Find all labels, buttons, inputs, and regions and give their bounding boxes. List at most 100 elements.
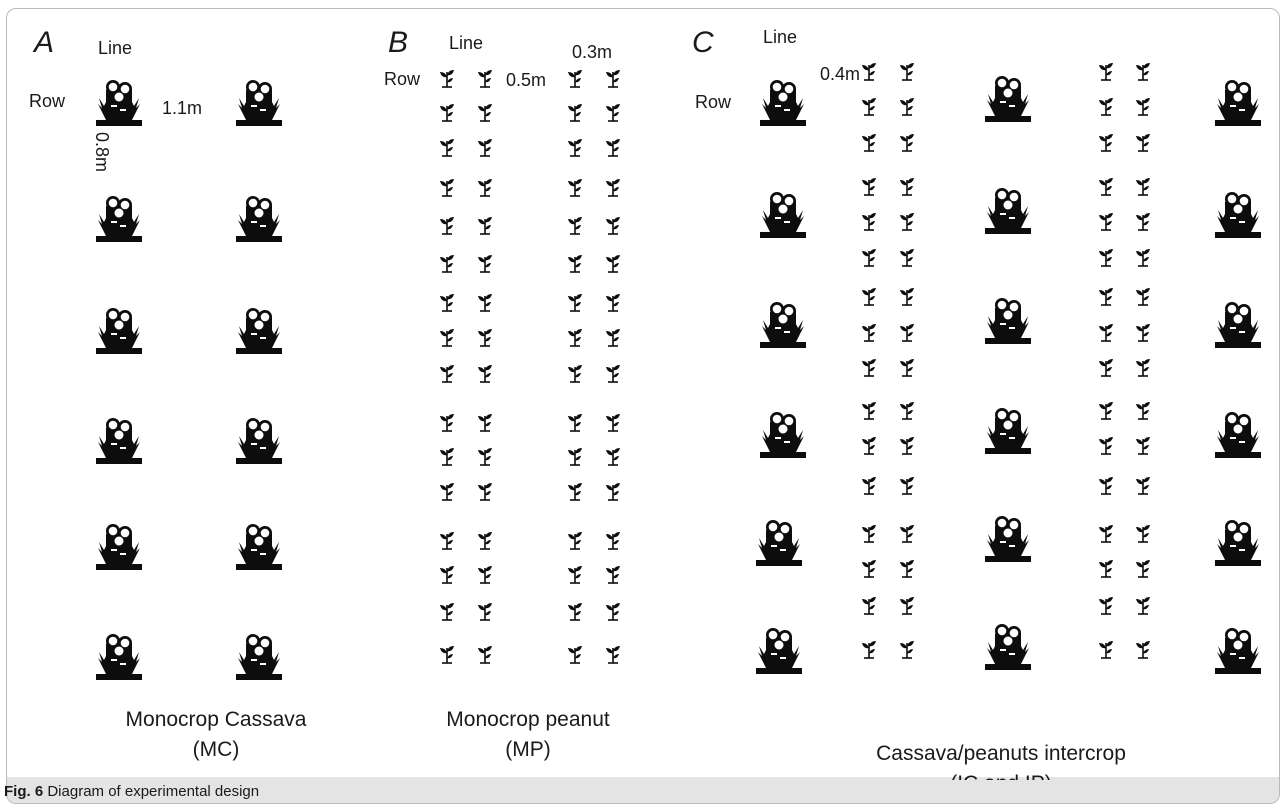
- peanut-seedling-icon: [861, 97, 877, 116]
- peanut-seedling-icon: [861, 476, 877, 495]
- row-label-b: Row: [384, 69, 421, 89]
- peanut-seedling-icon: [477, 447, 493, 466]
- peanut-seedling-icon: [439, 645, 455, 664]
- cassava-plant-icon: [96, 634, 142, 680]
- peanut-seedling-icon: [439, 565, 455, 584]
- peanut-seedling-icon: [567, 565, 583, 584]
- cassava-plant-icon: [96, 308, 142, 354]
- cassava-plant-icon: [985, 76, 1031, 122]
- peanut-seedling-icon: [899, 401, 915, 420]
- cassava-plant-icon: [236, 80, 282, 126]
- peanut-seedling-icon: [439, 138, 455, 157]
- peanut-seedling-icon: [1098, 436, 1114, 455]
- panel-title-b: Monocrop peanut: [446, 708, 610, 731]
- peanut-seedling-icon: [439, 364, 455, 383]
- peanut-seedling-icon: [439, 328, 455, 347]
- peanut-seedling-icon: [439, 178, 455, 197]
- peanut-seedling-icon: [1135, 401, 1151, 420]
- line-label-a: Line: [98, 38, 132, 58]
- panel-letter-a: A: [32, 26, 54, 59]
- peanut-seedling-icon: [1135, 177, 1151, 196]
- peanut-seedling-icon: [477, 328, 493, 347]
- peanut-seedling-icon: [439, 254, 455, 273]
- panel-abbrev-b: (MP): [505, 738, 551, 761]
- peanut-seedling-icon: [861, 596, 877, 615]
- peanut-seedling-icon: [439, 482, 455, 501]
- panel-abbrev-c: (IC and IP): [950, 772, 1052, 780]
- peanut-seedling-icon: [861, 640, 877, 659]
- cassava-plant-icon: [1215, 80, 1261, 126]
- peanut-seedling-icon: [1135, 248, 1151, 267]
- peanut-seedling-icon: [899, 596, 915, 615]
- cassava-plant-icon: [760, 302, 806, 348]
- peanut-seedling-icon: [477, 103, 493, 122]
- peanut-seedling-icon: [1098, 177, 1114, 196]
- peanut-seedling-icon: [899, 358, 915, 377]
- peanut-seedling-icon: [605, 447, 621, 466]
- peanut-seedling-icon: [1098, 596, 1114, 615]
- peanut-seedling-icon: [567, 293, 583, 312]
- peanut-seedling-icon: [477, 216, 493, 235]
- peanut-seedling-icon: [567, 364, 583, 383]
- spacing-label-c: 0.4m: [820, 64, 860, 84]
- peanut-seedling-icon: [1098, 476, 1114, 495]
- panel-letter-b: B: [388, 26, 408, 59]
- peanut-seedling-icon: [605, 138, 621, 157]
- peanut-seedling-icon: [567, 254, 583, 273]
- peanut-seedling-icon: [1135, 133, 1151, 152]
- peanut-seedling-icon: [1135, 559, 1151, 578]
- figure-frame: [6, 8, 1280, 804]
- peanut-seedling-icon: [567, 602, 583, 621]
- peanut-seedling-icon: [899, 248, 915, 267]
- peanut-seedling-icon: [567, 138, 583, 157]
- peanut-seedling-icon: [899, 97, 915, 116]
- cassava-plant-icon: [760, 412, 806, 458]
- spacing-label-a-row: 0.8m: [92, 132, 112, 172]
- peanut-seedling-icon: [477, 69, 493, 88]
- peanut-seedling-icon: [899, 323, 915, 342]
- peanut-seedling-icon: [605, 178, 621, 197]
- cassava-plant-icon: [985, 298, 1031, 344]
- experimental-design-diagram: A Line Row 1.1m 0.8m Monocrop Cassava (M…: [29, 26, 1261, 780]
- peanut-seedling-icon: [567, 645, 583, 664]
- peanut-seedling-icon: [477, 364, 493, 383]
- peanut-seedling-icon: [605, 69, 621, 88]
- peanut-seedling-icon: [899, 287, 915, 306]
- peanut-seedling-icon: [605, 602, 621, 621]
- intercrop-grid-c: [756, 62, 1261, 674]
- peanut-seedling-icon: [605, 565, 621, 584]
- peanut-seedling-icon: [605, 645, 621, 664]
- peanut-seedling-icon: [899, 133, 915, 152]
- cassava-plant-icon: [236, 634, 282, 680]
- peanut-seedling-icon: [1135, 436, 1151, 455]
- peanut-grid-b: [439, 69, 621, 664]
- line-label-b: Line: [449, 33, 483, 53]
- peanut-seedling-icon: [899, 62, 915, 81]
- peanut-seedling-icon: [1135, 596, 1151, 615]
- panel-b: B Line Row 0.5m 0.3m Monocrop peanut (MP…: [384, 26, 621, 761]
- peanut-seedling-icon: [567, 178, 583, 197]
- peanut-seedling-icon: [1135, 97, 1151, 116]
- peanut-seedling-icon: [567, 328, 583, 347]
- peanut-seedling-icon: [899, 212, 915, 231]
- peanut-seedling-icon: [1098, 287, 1114, 306]
- peanut-seedling-icon: [1098, 358, 1114, 377]
- peanut-seedling-icon: [439, 69, 455, 88]
- line-label-c: Line: [763, 27, 797, 47]
- cassava-plant-icon: [236, 524, 282, 570]
- peanut-seedling-icon: [899, 640, 915, 659]
- caption-label: Fig. 6: [4, 783, 44, 800]
- peanut-seedling-icon: [1135, 323, 1151, 342]
- cassava-plant-icon: [1215, 628, 1261, 674]
- caption-bar: [7, 777, 1279, 803]
- peanut-seedling-icon: [567, 482, 583, 501]
- peanut-seedling-icon: [899, 436, 915, 455]
- peanut-seedling-icon: [439, 103, 455, 122]
- cassava-plant-icon: [756, 628, 802, 674]
- peanut-seedling-icon: [1098, 640, 1114, 659]
- row-label-c: Row: [695, 92, 732, 112]
- peanut-seedling-icon: [899, 524, 915, 543]
- peanut-seedling-icon: [477, 138, 493, 157]
- cassava-plant-icon: [1215, 412, 1261, 458]
- peanut-seedling-icon: [477, 413, 493, 432]
